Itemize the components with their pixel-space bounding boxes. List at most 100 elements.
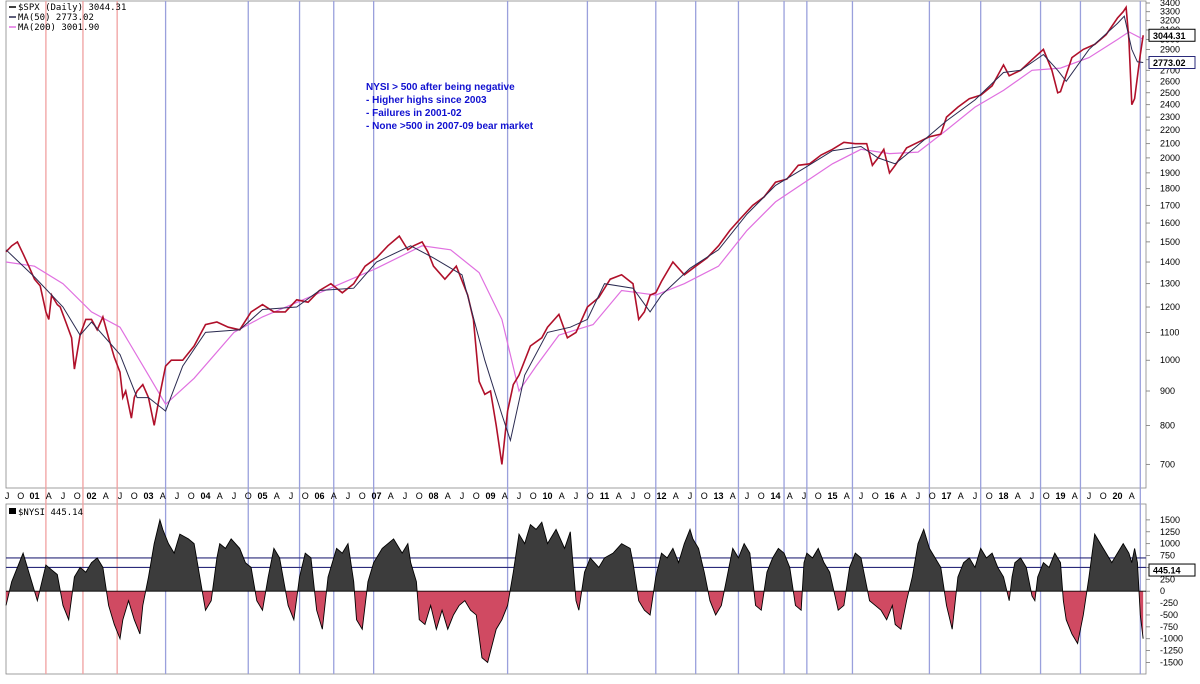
nysi-axis-tick-label: -1250 <box>1160 646 1183 656</box>
nysi-axis-tick-label: 250 <box>1160 574 1175 584</box>
x-axis-label: 20 <box>1112 491 1122 501</box>
x-axis-label: J <box>5 491 10 501</box>
x-axis-label: J <box>859 491 864 501</box>
x-axis-label: 05 <box>257 491 267 501</box>
x-axis-label: 13 <box>713 491 723 501</box>
x-axis-label: O <box>17 491 24 501</box>
x-axis-label: J <box>631 491 636 501</box>
x-axis-label: O <box>131 491 138 501</box>
price-axis-tick-label: 1600 <box>1160 218 1180 228</box>
price-axis-tick-label: 1200 <box>1160 302 1180 312</box>
price-axis-tick-label: 3400 <box>1160 0 1180 8</box>
nysi-axis-tick-label: 0 <box>1160 586 1165 596</box>
x-axis-label: O <box>188 491 195 501</box>
price-axis-tick-label: 2100 <box>1160 139 1180 149</box>
x-axis-label: J <box>118 491 123 501</box>
x-axis-label: A <box>787 491 793 501</box>
x-axis-label: O <box>986 491 993 501</box>
x-axis-label: J <box>745 491 750 501</box>
x-axis-label: A <box>1129 491 1135 501</box>
x-axis-label: 17 <box>941 491 951 501</box>
nysi-legend: $NYSI 445.14 <box>9 508 83 518</box>
x-axis-label: 04 <box>200 491 210 501</box>
annotation-line: NYSI > 500 after being negative <box>366 82 515 93</box>
annotation-text: NYSI > 500 after being negative - Higher… <box>366 82 534 132</box>
price-axis-tick-label: 2600 <box>1160 76 1180 86</box>
x-axis-label: J <box>175 491 180 501</box>
x-axis-label: O <box>872 491 879 501</box>
nysi-axis-tick-label: -250 <box>1160 598 1178 608</box>
legend-label-nysi: $NYSI 445.14 <box>18 508 83 518</box>
x-axis-label: A <box>1072 491 1078 501</box>
nysi-axis-tick-label: 1500 <box>1160 515 1180 525</box>
price-axis-tick-label: 800 <box>1160 420 1175 430</box>
x-axis-label: 07 <box>371 491 381 501</box>
nysi-negative-area <box>6 591 1144 663</box>
x-axis-label: J <box>460 491 465 501</box>
price-panel-frame <box>5 0 1147 489</box>
x-axis-label: 19 <box>1055 491 1065 501</box>
price-axis-tick-label: 1700 <box>1160 200 1180 210</box>
x-axis-label: A <box>502 491 508 501</box>
x-axis-label: J <box>289 491 294 501</box>
nysi-positive-area <box>6 519 1144 592</box>
x-axis-label: A <box>1015 491 1021 501</box>
x-axis-label: O <box>245 491 252 501</box>
x-axis-label: A <box>958 491 964 501</box>
x-axis-label: O <box>1043 491 1050 501</box>
x-axis-labels: J O 01 A J O 02 A J O 03 A J O 04 A J O 05 A J O 06 A J O 07 A J O 08 A… <box>5 491 1135 501</box>
price-axis-tick-label: 1100 <box>1160 327 1179 337</box>
annotation-line: - None >500 in 2007-09 bear market <box>366 121 534 132</box>
x-axis-label: A <box>844 491 850 501</box>
legend-swatch-nysi <box>9 508 16 514</box>
x-axis-label: A <box>160 491 166 501</box>
nysi-panel-frame <box>5 503 1147 675</box>
price-box <box>1148 563 1196 577</box>
x-axis-label: O <box>530 491 537 501</box>
x-axis-label: J <box>1087 491 1092 501</box>
nysi-axis-tick-label: -1000 <box>1160 634 1183 644</box>
x-axis-label: O <box>302 491 309 501</box>
x-axis-label: 15 <box>827 491 837 501</box>
x-axis-label: 03 <box>143 491 153 501</box>
price-axis-tick-label: 2400 <box>1160 100 1180 110</box>
x-axis-label: J <box>517 491 522 501</box>
x-axis-label: 06 <box>314 491 324 501</box>
x-axis-label: O <box>74 491 81 501</box>
legend-label-price: $SPX (Daily) 3044.31 <box>18 3 126 13</box>
x-axis-label: O <box>644 491 651 501</box>
nysi-axis-tick-label: -1500 <box>1160 657 1183 667</box>
x-axis-label: O <box>587 491 594 501</box>
price-axis-tick-label: 1300 <box>1160 279 1180 289</box>
x-axis-label: A <box>331 491 337 501</box>
x-axis-label: J <box>346 491 351 501</box>
x-axis-label: A <box>901 491 907 501</box>
annotation-line: - Failures in 2001-02 <box>366 108 462 119</box>
price-line <box>5 4 1144 465</box>
price-axis-tick-label: 2300 <box>1160 112 1180 122</box>
ma50-line <box>5 15 1144 443</box>
price-axis-tick-label: 2000 <box>1160 153 1180 163</box>
price-axis-tick-label: 700 <box>1160 459 1175 469</box>
legend-label-ma200: MA(200) 3001.90 <box>18 23 99 33</box>
x-axis-label: A <box>388 491 394 501</box>
nysi-axis-tick-label: 1250 <box>1160 527 1180 537</box>
price-axis-tick-label: 2500 <box>1160 88 1180 98</box>
x-axis-label: J <box>403 491 408 501</box>
x-axis-label: J <box>61 491 66 501</box>
x-axis-label: J <box>802 491 807 501</box>
x-axis-label: A <box>673 491 679 501</box>
x-axis-label: O <box>815 491 822 501</box>
x-axis-label: A <box>445 491 451 501</box>
x-axis-label: J <box>574 491 579 501</box>
nysi-axis-tick-label: 750 <box>1160 551 1175 561</box>
x-axis-label: A <box>559 491 565 501</box>
x-axis-label: 10 <box>542 491 552 501</box>
x-axis-label: A <box>274 491 280 501</box>
x-axis-label: 16 <box>884 491 894 501</box>
x-axis-label: A <box>730 491 736 501</box>
nysi-axis-tick-label: -750 <box>1160 622 1178 632</box>
x-axis-label: J <box>688 491 693 501</box>
nysi-axis-tick-label: -500 <box>1160 610 1178 620</box>
x-axis-label: 01 <box>29 491 39 501</box>
